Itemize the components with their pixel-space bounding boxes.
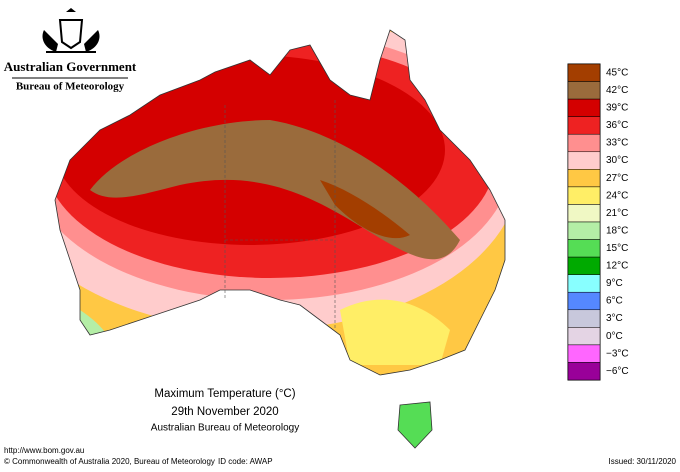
legend-label: 27°C	[606, 173, 628, 184]
legend-label: 21°C	[606, 208, 628, 219]
legend-swatch	[567, 116, 601, 135]
legend-swatch	[567, 256, 601, 275]
legend-swatch	[567, 362, 601, 381]
footer-id: ID code: AWAP	[218, 457, 273, 466]
legend-label: 18°C	[606, 225, 628, 236]
legend-label: −6°C	[606, 366, 629, 377]
legend-swatch	[567, 309, 601, 328]
legend-label: 3°C	[606, 313, 623, 324]
legend-swatch	[567, 274, 601, 293]
legend-swatch	[567, 344, 601, 363]
footer-issued: Issued: 30/11/2020	[609, 457, 677, 466]
footer-url[interactable]: http://www.bom.gov.au	[4, 446, 84, 455]
legend-swatch	[567, 204, 601, 223]
legend-label: 24°C	[606, 190, 628, 201]
map-date: 29th November 2020	[171, 406, 278, 418]
legend-label: 33°C	[606, 138, 628, 149]
legend-label: 36°C	[606, 120, 628, 131]
government-name: Australian Government	[4, 59, 137, 74]
legend-label: 9°C	[606, 278, 623, 289]
legend-swatch	[567, 327, 601, 346]
legend-label: 15°C	[606, 243, 628, 254]
legend-label: 30°C	[606, 155, 628, 166]
legend-swatch	[567, 98, 601, 117]
map-title: Maximum Temperature (°C)	[154, 388, 295, 400]
legend-label: −3°C	[606, 348, 629, 359]
map-source: Australian Bureau of Meteorology	[151, 423, 299, 434]
coat-of-arms	[42, 8, 100, 53]
legend-label: 0°C	[606, 331, 623, 342]
legend-label: 45°C	[606, 67, 628, 78]
legend-label: 6°C	[606, 296, 623, 307]
legend-swatch	[567, 291, 601, 311]
legend-swatch	[567, 81, 601, 100]
legend-swatch	[567, 186, 601, 205]
legend-swatch	[567, 221, 601, 240]
legend: 45°C 42°C 39°C 36°C 33°C 30°C 27°C 24°C 21°C 18°C…	[567, 63, 629, 381]
footer-copyright: © Commonwealth of Australia 2020, Bureau…	[4, 457, 215, 466]
australia-map	[54, 29, 506, 449]
legend-swatch	[567, 63, 601, 82]
legend-swatch	[567, 169, 601, 188]
bureau-name: Bureau of Meteorology	[16, 81, 125, 93]
legend-swatch	[567, 151, 601, 170]
legend-swatch	[567, 239, 601, 258]
legend-label: 12°C	[606, 261, 628, 272]
legend-swatch	[567, 133, 601, 153]
legend-label: 39°C	[606, 103, 628, 114]
legend-label: 42°C	[606, 85, 628, 96]
